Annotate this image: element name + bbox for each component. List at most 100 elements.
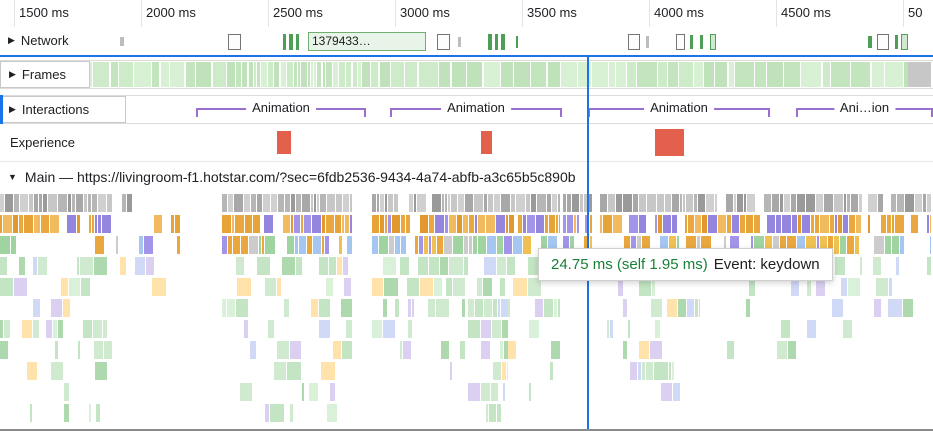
layout-shift-marker[interactable] bbox=[655, 129, 684, 156]
flame-bar[interactable] bbox=[400, 341, 402, 359]
flame-bar[interactable] bbox=[98, 194, 106, 212]
flame-bar[interactable] bbox=[92, 194, 97, 212]
flame-bar[interactable] bbox=[844, 194, 846, 212]
flame-bar[interactable] bbox=[847, 236, 854, 254]
flame-bar[interactable] bbox=[887, 215, 891, 233]
flame-bar[interactable] bbox=[377, 194, 379, 212]
flame-bar[interactable] bbox=[95, 362, 107, 380]
flame-bar[interactable] bbox=[94, 341, 103, 359]
flame-bar[interactable] bbox=[652, 278, 655, 296]
flame-bar[interactable] bbox=[767, 215, 775, 233]
flame-bar[interactable] bbox=[277, 278, 281, 296]
flame-bar[interactable] bbox=[927, 257, 931, 275]
flame-bar[interactable] bbox=[529, 383, 531, 401]
frame-segment[interactable] bbox=[371, 62, 378, 87]
flame-bar[interactable] bbox=[874, 236, 884, 254]
flame-bar[interactable] bbox=[706, 194, 714, 212]
flame-bar[interactable] bbox=[791, 278, 799, 296]
flame-bar[interactable] bbox=[34, 194, 38, 212]
flame-bar[interactable] bbox=[698, 194, 705, 212]
flame-bar[interactable] bbox=[478, 236, 486, 254]
frame-segment[interactable] bbox=[679, 62, 693, 87]
frame-segment[interactable] bbox=[308, 62, 310, 87]
flame-bar[interactable] bbox=[830, 215, 834, 233]
flame-bar[interactable] bbox=[240, 383, 252, 401]
flame-bar[interactable] bbox=[572, 194, 579, 212]
frame-segment[interactable] bbox=[346, 62, 351, 87]
flame-bar[interactable] bbox=[43, 194, 47, 212]
flame-bar[interactable] bbox=[95, 236, 104, 254]
flame-bar[interactable] bbox=[528, 257, 541, 275]
flame-bar[interactable] bbox=[420, 215, 428, 233]
flame-bar[interactable] bbox=[343, 194, 349, 212]
flame-bar[interactable] bbox=[385, 194, 387, 212]
flame-bar[interactable] bbox=[350, 215, 352, 233]
flame-bar[interactable] bbox=[669, 362, 671, 380]
flame-bar[interactable] bbox=[737, 194, 743, 212]
flame-bar[interactable] bbox=[322, 236, 324, 254]
network-request[interactable] bbox=[901, 33, 908, 50]
frame-segment[interactable] bbox=[872, 62, 884, 87]
flame-bar[interactable] bbox=[888, 299, 902, 317]
flame-bar[interactable] bbox=[299, 236, 306, 254]
flame-bar[interactable] bbox=[667, 299, 677, 317]
frame-segment[interactable] bbox=[609, 62, 615, 87]
flame-bar[interactable] bbox=[295, 236, 298, 254]
flame-bar[interactable] bbox=[506, 215, 508, 233]
flame-bar[interactable] bbox=[708, 215, 717, 233]
flame-bar[interactable] bbox=[848, 278, 860, 296]
flame-bar[interactable] bbox=[847, 194, 850, 212]
flame-bar[interactable] bbox=[388, 215, 391, 233]
frame-segment[interactable] bbox=[704, 62, 714, 87]
flame-bar[interactable] bbox=[265, 236, 275, 254]
flame-bar[interactable] bbox=[548, 236, 557, 254]
flame-bar[interactable] bbox=[0, 320, 3, 338]
flame-bar[interactable] bbox=[923, 194, 926, 212]
frame-segment[interactable] bbox=[439, 62, 450, 87]
flame-bar[interactable] bbox=[807, 278, 811, 296]
flame-bar[interactable] bbox=[327, 404, 337, 422]
flame-bar[interactable] bbox=[77, 257, 79, 275]
flame-bar[interactable] bbox=[623, 194, 632, 212]
flame-bar[interactable] bbox=[552, 194, 557, 212]
network-request[interactable] bbox=[437, 33, 450, 50]
flame-bar[interactable] bbox=[50, 215, 59, 233]
network-request[interactable] bbox=[646, 35, 649, 48]
frame-segment[interactable] bbox=[287, 62, 293, 87]
network-request[interactable] bbox=[877, 33, 889, 50]
flame-bar[interactable] bbox=[446, 278, 452, 296]
flame-bar[interactable] bbox=[481, 383, 490, 401]
flame-bar[interactable] bbox=[577, 215, 579, 233]
flame-bar[interactable] bbox=[424, 236, 428, 254]
flame-bar[interactable] bbox=[791, 194, 796, 212]
flame-bar[interactable] bbox=[528, 278, 541, 296]
flame-bar[interactable] bbox=[807, 320, 816, 338]
network-request[interactable] bbox=[700, 34, 703, 49]
flame-bar[interactable] bbox=[257, 194, 262, 212]
flame-bar[interactable] bbox=[655, 320, 660, 338]
flame-bar[interactable] bbox=[58, 320, 63, 338]
experience-track[interactable]: Experience bbox=[0, 124, 933, 162]
network-request[interactable] bbox=[120, 37, 124, 46]
flame-bar[interactable] bbox=[677, 236, 679, 254]
flame-bar[interactable] bbox=[350, 194, 352, 212]
flame-bar[interactable] bbox=[335, 215, 341, 233]
flame-bar[interactable] bbox=[249, 236, 258, 254]
frame-segment[interactable] bbox=[767, 62, 783, 87]
flame-bar[interactable] bbox=[554, 299, 557, 317]
flame-bar[interactable] bbox=[19, 257, 25, 275]
flame-bar[interactable] bbox=[63, 299, 70, 317]
network-request[interactable] bbox=[296, 33, 299, 50]
flame-bar[interactable] bbox=[776, 215, 781, 233]
flame-bar[interactable] bbox=[896, 257, 899, 275]
flame-bar[interactable] bbox=[417, 194, 426, 212]
frame-segment[interactable] bbox=[294, 62, 297, 87]
flame-bar[interactable] bbox=[650, 341, 662, 359]
flame-bar[interactable] bbox=[72, 194, 75, 212]
flame-bar[interactable] bbox=[507, 362, 508, 380]
flame-bar[interactable] bbox=[372, 215, 379, 233]
flame-bar[interactable] bbox=[631, 236, 636, 254]
flame-bar[interactable] bbox=[843, 320, 852, 338]
flame-bar[interactable] bbox=[13, 215, 18, 233]
flame-bar[interactable] bbox=[442, 194, 444, 212]
